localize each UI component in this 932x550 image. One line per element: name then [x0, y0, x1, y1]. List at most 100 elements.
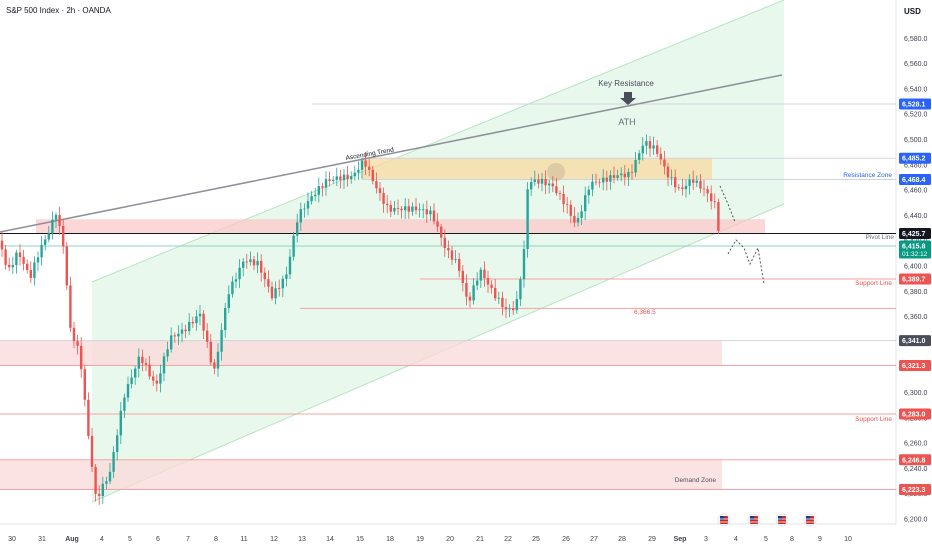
candle — [429, 206, 432, 221]
candle — [357, 161, 360, 180]
candle — [33, 256, 36, 286]
candle — [98, 485, 101, 505]
candle — [206, 322, 209, 348]
candle — [555, 178, 558, 196]
candle — [26, 259, 29, 274]
candle — [360, 157, 364, 179]
candle-body — [580, 211, 583, 219]
candle — [299, 202, 302, 232]
candle — [497, 291, 500, 305]
candle-body — [152, 376, 155, 381]
candle — [94, 464, 97, 502]
candle-body — [584, 195, 587, 212]
candle — [461, 264, 464, 292]
highlight-circle — [547, 163, 565, 181]
candle-body — [652, 145, 655, 149]
candle-body — [440, 226, 443, 238]
candle — [695, 175, 698, 187]
time-tick-label: 20 — [446, 536, 454, 543]
candle — [598, 178, 601, 188]
candle-body — [47, 233, 50, 240]
candle-body — [303, 208, 306, 210]
event-flag-icon[interactable] — [717, 513, 731, 527]
candle-body — [656, 145, 659, 154]
candle — [306, 192, 310, 216]
candle — [504, 298, 508, 319]
candle — [137, 348, 140, 378]
candle — [623, 165, 626, 186]
candle-body — [170, 335, 173, 350]
candle — [562, 185, 565, 213]
candle — [119, 402, 122, 445]
zone-demand-zone — [0, 459, 722, 490]
candle-body — [332, 179, 335, 181]
time-tick-label: 13 — [298, 536, 306, 543]
candle — [162, 352, 166, 382]
event-flag-icon[interactable] — [747, 513, 761, 527]
candle-body — [699, 180, 702, 189]
ascending-channel — [92, 0, 784, 502]
candle — [195, 309, 198, 331]
candle — [440, 223, 443, 246]
candle — [688, 174, 691, 195]
candle — [450, 246, 454, 265]
candle-body — [4, 249, 7, 265]
event-flag-icon[interactable] — [803, 513, 817, 527]
candle — [501, 291, 504, 316]
candle-body — [314, 194, 317, 197]
candle-body — [242, 261, 245, 268]
price-tick-label: 6,480.0 — [904, 162, 927, 169]
candle-body — [551, 183, 554, 187]
candle — [371, 165, 374, 185]
candle-body — [288, 256, 292, 275]
candle-body — [339, 176, 342, 181]
candle — [443, 229, 446, 257]
candle-body — [123, 397, 126, 411]
price-tick-label: 6,460.0 — [904, 188, 927, 195]
event-flags[interactable] — [717, 513, 817, 527]
candle-body — [616, 175, 619, 178]
candle-body — [126, 384, 130, 398]
price-badge-value: 6,321.3 — [902, 363, 925, 370]
candle — [18, 244, 22, 266]
candle — [65, 242, 68, 290]
candle-body — [36, 257, 40, 263]
candle — [339, 169, 342, 189]
candle — [220, 323, 223, 361]
candle — [663, 150, 666, 175]
candle — [386, 195, 389, 214]
candle — [170, 327, 173, 353]
candle-body — [227, 294, 230, 309]
candle-body — [429, 210, 432, 215]
price-badge-bg — [899, 227, 931, 239]
candle — [184, 324, 187, 339]
candle-body — [285, 274, 288, 279]
event-flag-icon[interactable] — [775, 513, 789, 527]
price-badge-bg — [899, 240, 931, 259]
price-axis[interactable]: USD 6,580.0 6,560.0 6,540.0 6,520.0 6,500.0 6… — [904, 7, 927, 523]
candle — [270, 281, 274, 301]
candle-body — [533, 179, 536, 183]
candle — [630, 164, 634, 180]
candle-body — [684, 185, 688, 190]
time-tick-label: 9 — [818, 536, 822, 543]
price-badge-value: 6,341.0 — [902, 338, 925, 345]
candle-body — [213, 362, 216, 369]
candle-body — [51, 219, 54, 234]
candles-layer — [0, 134, 720, 505]
candle — [141, 349, 144, 372]
candle-body — [530, 182, 533, 190]
candle — [148, 355, 151, 380]
candle-body — [252, 259, 256, 266]
candle-body — [44, 239, 47, 245]
zone-resistance-zone — [362, 158, 712, 180]
time-axis[interactable]: 30 31 Aug 4 5 6 7 8 11 12 13 14 15 18 19 20 21 22 25 26 27 28… — [8, 536, 852, 543]
candle-body — [483, 269, 486, 279]
candle — [375, 172, 378, 194]
candle — [242, 258, 245, 277]
candle — [83, 365, 86, 407]
candle-body — [418, 209, 421, 211]
event-flag-canton — [750, 516, 754, 520]
candle — [123, 393, 126, 419]
